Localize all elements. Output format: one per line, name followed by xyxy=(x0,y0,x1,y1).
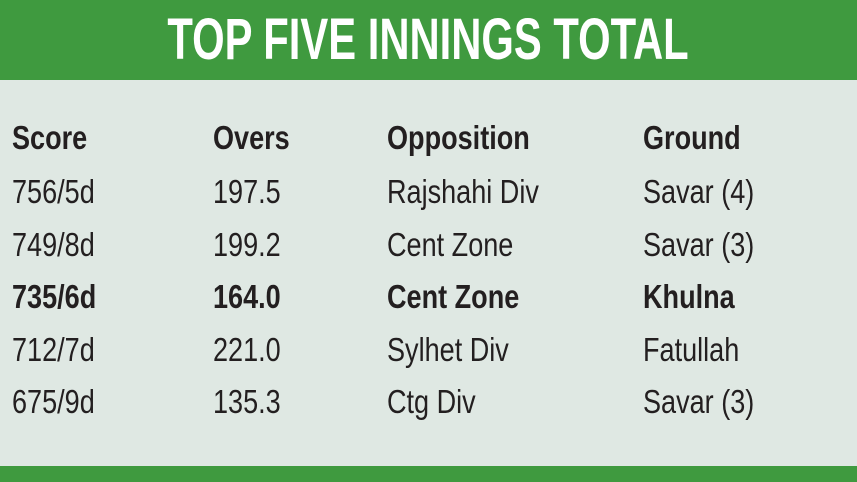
header-bar xyxy=(0,0,857,80)
table-cell: 749/8d xyxy=(12,225,95,263)
title-text: TOP FIVE INNINGS TOTAL xyxy=(167,7,690,72)
table-cell: Savar (3) xyxy=(643,383,755,420)
table-cell: 197.5 xyxy=(213,173,281,210)
column-header: Overs xyxy=(213,119,290,156)
table-cell: Ctg Div xyxy=(387,383,476,420)
table-cell: Khulna xyxy=(643,278,735,315)
table-cell: 164.0 xyxy=(213,278,281,315)
table-cell: 712/7d xyxy=(12,330,95,368)
table-cell: 735/6d xyxy=(12,278,97,315)
table-cell: 675/9d xyxy=(12,383,95,420)
table-cell: Cent Zone xyxy=(387,278,520,315)
table-cell: Savar (4) xyxy=(643,173,755,210)
table-cell: Savar (3) xyxy=(643,225,755,263)
footer-bar xyxy=(0,466,857,482)
table-cell: Sylhet Div xyxy=(387,330,509,368)
table-cell: 135.3 xyxy=(213,383,281,420)
table-cell: Cent Zone xyxy=(387,225,514,263)
column-header: Score xyxy=(12,119,88,156)
column-header: Ground xyxy=(643,119,741,156)
table-cell: Rajshahi Div xyxy=(387,173,539,210)
table-cell: 756/5d xyxy=(12,173,95,210)
column-header: Opposition xyxy=(387,119,530,156)
table-cell: 221.0 xyxy=(213,330,281,368)
table-cell: Fatullah xyxy=(643,330,740,368)
table-cell: 199.2 xyxy=(213,225,281,263)
title: TOP FIVE INNINGS TOTAL xyxy=(0,8,857,72)
